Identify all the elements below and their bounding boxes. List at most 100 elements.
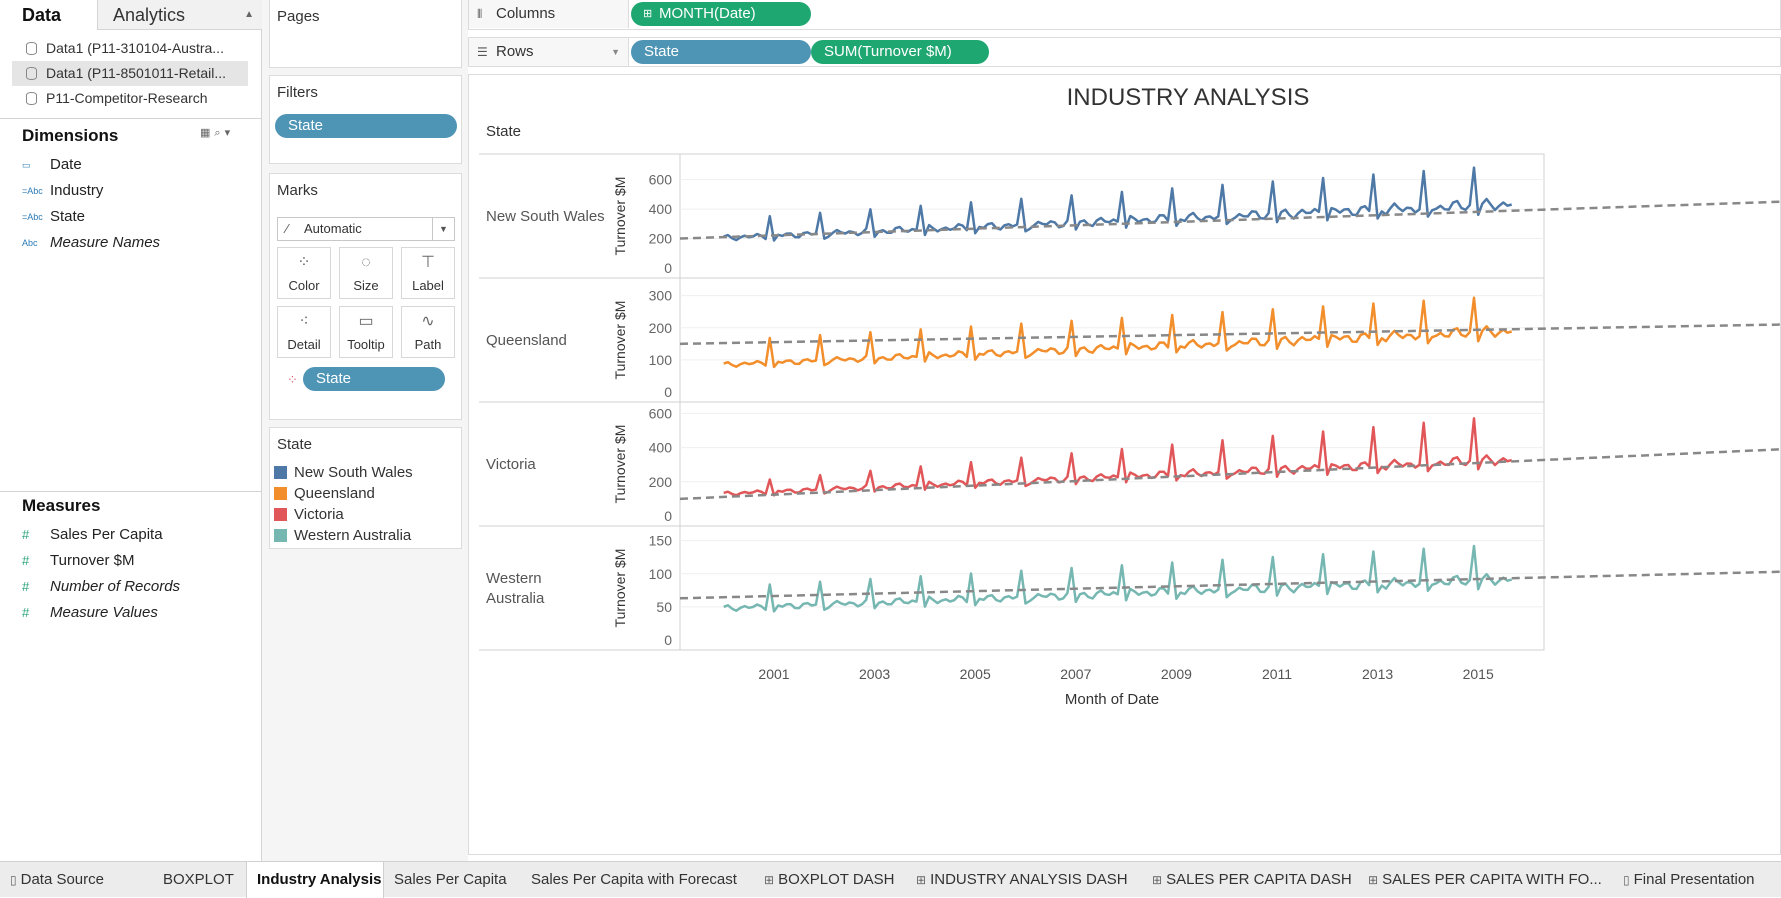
pane-tabs: Data Analytics ▲ xyxy=(0,0,262,30)
sheet-tab[interactable]: Sales Per Capita with Forecast xyxy=(521,862,754,898)
y-axis-title: Turnover $M xyxy=(612,301,628,380)
chevron-down-icon[interactable]: ▼ xyxy=(432,218,454,240)
marks-title: Marks xyxy=(277,182,318,199)
trend-line[interactable] xyxy=(679,448,1780,501)
sheet-tab[interactable]: ▯ Final Presentation xyxy=(1613,862,1781,898)
dimension-field[interactable]: Abc Measure Names xyxy=(22,232,160,254)
color-legend-card: State New South Wales Queensland Victoria W… xyxy=(269,427,462,549)
label-button[interactable]: ⊤ Label xyxy=(401,247,455,299)
x-tick-label: 2015 xyxy=(1463,666,1494,682)
mark-button-label: Path xyxy=(414,337,442,352)
columns-pill-month-date[interactable]: ⊞ MONTH(Date) xyxy=(631,2,811,26)
dimension-tools[interactable]: ▦⌕▾ xyxy=(200,126,234,140)
series-line[interactable] xyxy=(723,417,1513,497)
sheet-tab[interactable]: Sales Per Capita xyxy=(384,862,521,898)
detail-button[interactable]: ⁖ Detail xyxy=(277,306,331,358)
hash-icon: # xyxy=(22,527,30,542)
mark-button-label: Label xyxy=(412,278,444,293)
series-line[interactable] xyxy=(723,296,1513,369)
sheet-tab-label: BOXPLOT xyxy=(163,871,234,888)
data-pane: Data Analytics ▲ Data1 (P11-310104-Austr… xyxy=(0,0,262,861)
chevron-down-icon[interactable]: ▾ xyxy=(224,127,235,139)
legend-item[interactable]: New South Wales xyxy=(274,462,413,483)
rows-pill-state[interactable]: State xyxy=(631,40,811,64)
search-icon[interactable]: ⌕ xyxy=(214,127,225,139)
sheet-tab[interactable]: ⊞ SALES PER CAPITA WITH FO... xyxy=(1358,862,1613,898)
series-line[interactable] xyxy=(723,166,1513,242)
legend-title: State xyxy=(277,436,313,453)
columns-shelf[interactable]: ⦀ Columns ⊞ MONTH(Date) xyxy=(468,0,1781,30)
chart-title: INDUSTRY ANALYSIS xyxy=(1067,84,1310,111)
measure-field[interactable]: # Measure Values xyxy=(22,602,158,624)
dimension-field[interactable]: =Abc Industry xyxy=(22,180,103,202)
tab-data[interactable]: Data xyxy=(0,0,97,30)
filter-pill-state[interactable]: State xyxy=(275,114,457,138)
field-label: Number of Records xyxy=(50,578,181,595)
columns-icon: ⦀ xyxy=(477,7,483,21)
path-icon: ∿ xyxy=(421,313,435,330)
tab-analytics[interactable]: Analytics ▲ xyxy=(97,0,262,30)
chevron-down-icon[interactable]: ▼ xyxy=(611,47,620,57)
pages-card[interactable]: Pages xyxy=(269,0,462,68)
data-source-item[interactable]: Data1 (P11-310104-Austra... xyxy=(12,36,248,61)
expand-icon[interactable]: ⊞ xyxy=(643,8,653,20)
sheet-tab[interactable]: ⊞ INDUSTRY ANALYSIS DASH xyxy=(906,862,1142,898)
database-icon xyxy=(26,67,37,80)
data-source-item[interactable]: Data1 (P11-8501011-Retail... xyxy=(12,61,248,86)
mark-type-dropdown[interactable]: ⁄ Automatic ▼ xyxy=(277,217,455,241)
dimension-field[interactable]: =Abc State xyxy=(22,206,85,228)
y-tick-label: 600 xyxy=(649,405,673,421)
color-icon: ⁘ xyxy=(297,254,311,271)
series-line[interactable] xyxy=(723,544,1513,613)
measure-field[interactable]: # Turnover $M xyxy=(22,550,134,572)
trend-line[interactable] xyxy=(679,570,1780,600)
legend-item[interactable]: Victoria xyxy=(274,504,344,525)
path-button[interactable]: ∿ Path xyxy=(401,306,455,358)
row-label-state: Queensland xyxy=(486,332,567,349)
sheet-tab[interactable]: Industry Analysis xyxy=(246,862,384,898)
hash-icon: # xyxy=(22,553,30,568)
measures-title: Measures xyxy=(22,496,101,515)
scroll-arrows-icon[interactable]: ▲ xyxy=(244,9,254,20)
worksheet-view[interactable]: INDUSTRY ANALYSIS State New South Wales Tur… xyxy=(468,74,1781,855)
legend-swatch xyxy=(274,529,287,542)
sheet-tab[interactable]: ⊞ BOXPLOT DASH xyxy=(754,862,906,898)
trend-line[interactable] xyxy=(679,200,1780,240)
columns-label: Columns xyxy=(496,5,556,22)
industry-chart[interactable]: INDUSTRY ANALYSIS State New South Wales Tur… xyxy=(469,75,1780,854)
rows-label: Rows xyxy=(496,43,534,60)
divider xyxy=(0,491,262,492)
measure-field[interactable]: # Number of Records xyxy=(22,576,180,598)
legend-item[interactable]: Queensland xyxy=(274,483,375,504)
mark-button-label: Size xyxy=(353,278,379,293)
y-axis-title: Turnover $M xyxy=(612,425,628,504)
color-pill-state[interactable]: State xyxy=(303,367,445,391)
database-icon xyxy=(26,42,37,55)
y-tick-label: 50 xyxy=(656,599,672,615)
sheet-tab[interactable]: BOXPLOT xyxy=(153,862,246,898)
legend-item[interactable]: Western Australia xyxy=(274,525,411,546)
y-tick-label: 400 xyxy=(649,440,673,456)
sheet-tab[interactable]: ⊞ SALES PER CAPITA DASH xyxy=(1142,862,1358,898)
panel-queensland: Queensland Turnover $M 0 100 200 300 xyxy=(479,277,1780,403)
grid-view-icon[interactable]: ▦ xyxy=(200,127,215,139)
calendar-icon: ▭ xyxy=(22,160,31,170)
rows-icon: ☰ xyxy=(477,45,488,59)
y-tick-label: 100 xyxy=(649,352,673,368)
measure-field[interactable]: # Sales Per Capita xyxy=(22,524,163,546)
size-button[interactable]: ◌ Size xyxy=(339,247,393,299)
trend-line[interactable] xyxy=(679,323,1780,346)
dashboard-icon: ⊞ xyxy=(1368,873,1379,887)
data-source-item[interactable]: P11-Competitor-Research xyxy=(12,86,248,111)
rows-pill-sum-turnover[interactable]: SUM(Turnover $M) xyxy=(811,40,989,64)
y-tick-label: 400 xyxy=(649,201,673,217)
y-tick-label: 150 xyxy=(649,533,673,549)
rows-shelf[interactable]: ☰ Rows ▼ State SUM(Turnover $M) xyxy=(468,37,1781,67)
filters-card[interactable]: Filters State xyxy=(269,75,462,164)
label-icon: ⊤ xyxy=(421,254,435,271)
tooltip-button[interactable]: ▭ Tooltip xyxy=(339,306,393,358)
color-button[interactable]: ⁘ Color xyxy=(277,247,331,299)
sheet-tab[interactable]: ▯ Data Source xyxy=(0,862,153,898)
database-icon xyxy=(26,92,37,105)
dimension-field[interactable]: ▭ Date xyxy=(22,154,82,176)
